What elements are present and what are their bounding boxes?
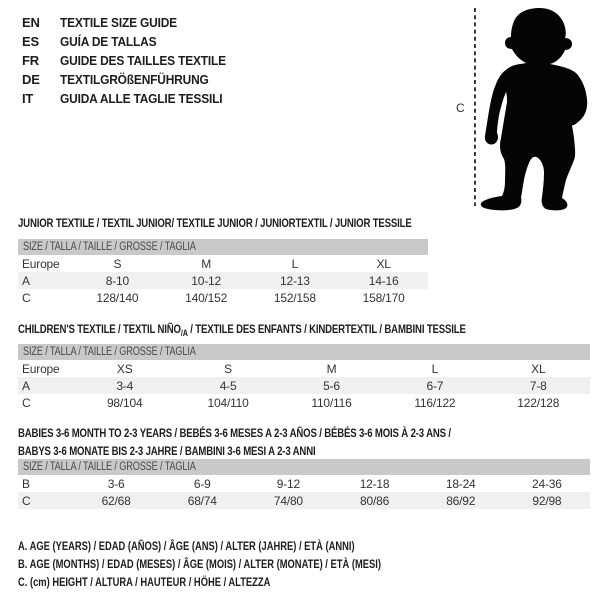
cell: 122/128 xyxy=(517,395,560,410)
table-row: C 62/68 68/74 74/80 80/86 86/92 92/98 xyxy=(18,492,590,509)
cell: L xyxy=(291,256,299,271)
language-label: GUIDA ALLE TAGLIE TESSILI xyxy=(60,91,223,106)
table-row: B 3-6 6-9 9-12 12-18 18-24 24-36 xyxy=(18,475,590,492)
cell: 6-9 xyxy=(193,476,211,491)
table-row: Europe XS S M L XL xyxy=(18,360,590,377)
toddler-silhouette-icon xyxy=(474,8,588,211)
table-row: C 98/104 104/110 110/116 116/122 122/128 xyxy=(18,394,590,411)
cell: 152/158 xyxy=(273,290,316,305)
junior-size-table: SIZE / TALLA / TAILLE / GRÖSSE / TAGLIA … xyxy=(18,239,428,306)
cell: XS xyxy=(116,361,133,376)
language-label: TEXTILGRÖßENFÜHRUNG xyxy=(60,72,209,87)
cell: 110/116 xyxy=(311,395,352,410)
cell: XL xyxy=(376,256,391,271)
footnote-c: C. (cm) HEIGHT / ALTURA / HAUTEUR / HÖHE… xyxy=(18,575,271,589)
cell: M xyxy=(201,256,212,271)
language-row: EN TEXTILE SIZE GUIDE xyxy=(22,13,240,32)
cell: 74/80 xyxy=(245,492,332,509)
title-subscript: /A xyxy=(180,328,188,338)
footnote-b: B. AGE (MONTHS) / EDAD (MESES) / ÂGE (MO… xyxy=(18,557,381,571)
size-header-label: SIZE / TALLA / TAILLE / GRÖSSE / TAGLIA xyxy=(23,461,196,473)
cell: 7-8 xyxy=(486,377,590,394)
language-row: ES GUÍA DE TALLAS xyxy=(22,32,240,51)
cell: 10-12 xyxy=(161,272,251,289)
language-code: FR xyxy=(22,53,39,68)
row-label: Europe xyxy=(22,361,60,376)
cell: 9-12 xyxy=(276,476,300,491)
row-label: Europe xyxy=(22,256,60,271)
language-code: DE xyxy=(22,72,40,87)
cell: 68/74 xyxy=(159,492,246,509)
cell: 12-13 xyxy=(250,272,340,289)
table-header-row: SIZE / TALLA / TAILLE / GRÖSSE / TAGLIA xyxy=(18,459,590,475)
language-label: TEXTILE SIZE GUIDE xyxy=(60,15,177,30)
table-header-row: SIZE / TALLA / TAILLE / GRÖSSE / TAGLIA xyxy=(18,344,590,360)
cell: 3-6 xyxy=(107,476,125,491)
cell: 3-4 xyxy=(73,377,177,394)
row-label: B xyxy=(22,476,30,491)
language-code: ES xyxy=(22,34,39,49)
footnote-a: A. AGE (YEARS) / EDAD (AÑOS) / ÂGE (ANS)… xyxy=(18,539,355,553)
children-size-table: SIZE / TALLA / TAILLE / GRÖSSE / TAGLIA … xyxy=(18,344,590,411)
cell: M xyxy=(326,361,337,376)
row-label: A xyxy=(18,272,73,289)
cell: 62/68 xyxy=(73,492,160,509)
cell: 24-36 xyxy=(532,476,562,491)
size-header-label: SIZE / TALLA / TAILLE / GRÖSSE / TAGLIA xyxy=(23,346,196,358)
cell: 104/110 xyxy=(207,395,249,410)
cell: 86/92 xyxy=(417,492,504,509)
cell: 4-5 xyxy=(176,377,280,394)
cell: 116/122 xyxy=(414,395,456,410)
junior-table-title: JUNIOR TEXTILE / TEXTIL JUNIOR/ TEXTILE … xyxy=(18,216,412,230)
language-row: DE TEXTILGRÖßENFÜHRUNG xyxy=(22,70,240,89)
cell: 14-16 xyxy=(339,272,428,289)
height-measure-label: C xyxy=(456,101,465,115)
footnotes: A. AGE (YEARS) / EDAD (AÑOS) / ÂGE (ANS)… xyxy=(18,537,483,591)
language-label: GUÍA DE TALLAS xyxy=(60,34,157,49)
toddler-silhouette-path xyxy=(480,8,588,211)
size-header-label: SIZE / TALLA / TAILLE / GRÖSSE / TAGLIA xyxy=(23,241,196,253)
cell: 8-10 xyxy=(73,272,162,289)
cell: 158/170 xyxy=(362,290,405,305)
table-row: Europe S M L XL xyxy=(18,255,428,272)
cell: 12-18 xyxy=(359,476,390,491)
table-row: C 128/140 140/152 152/158 158/170 xyxy=(18,289,428,306)
row-label: C xyxy=(18,492,73,509)
row-label: C xyxy=(22,290,31,305)
language-row: FR GUIDE DES TAILLES TEXTILE xyxy=(22,51,240,70)
language-list: EN TEXTILE SIZE GUIDE ES GUÍA DE TALLAS … xyxy=(22,13,240,108)
cell: 128/140 xyxy=(96,290,139,305)
cell: 92/98 xyxy=(503,492,590,509)
language-code: IT xyxy=(22,91,34,106)
babies-table-title: BABIES 3-6 MONTH TO 2-3 YEARS / BEBÉS 3-… xyxy=(18,426,451,458)
language-row: IT GUIDA ALLE TAGLIE TESSILI xyxy=(22,89,240,108)
language-label: GUIDE DES TAILLES TEXTILE xyxy=(60,53,226,68)
cell: S xyxy=(113,256,122,271)
table-row: A 8-10 10-12 12-13 14-16 xyxy=(18,272,428,289)
cell: 18-24 xyxy=(445,476,476,491)
table-header-row: SIZE / TALLA / TAILLE / GRÖSSE / TAGLIA xyxy=(18,239,428,255)
cell: 98/104 xyxy=(106,395,143,410)
cell: 6-7 xyxy=(383,377,487,394)
cell: XL xyxy=(531,361,546,376)
cell: 140/152 xyxy=(185,290,228,305)
children-table-title: CHILDREN'S TEXTILE / TEXTIL NIÑO/A / TEX… xyxy=(18,322,466,338)
cell: 5-6 xyxy=(279,377,384,394)
row-label: A xyxy=(18,377,73,394)
language-code: EN xyxy=(22,15,40,30)
cell: 80/86 xyxy=(331,492,418,509)
row-label: C xyxy=(22,395,31,410)
cell: L xyxy=(431,361,439,376)
babies-size-table: SIZE / TALLA / TAILLE / GRÖSSE / TAGLIA … xyxy=(18,459,590,509)
table-row: A 3-4 4-5 5-6 6-7 7-8 xyxy=(18,377,590,394)
cell: S xyxy=(224,361,232,376)
